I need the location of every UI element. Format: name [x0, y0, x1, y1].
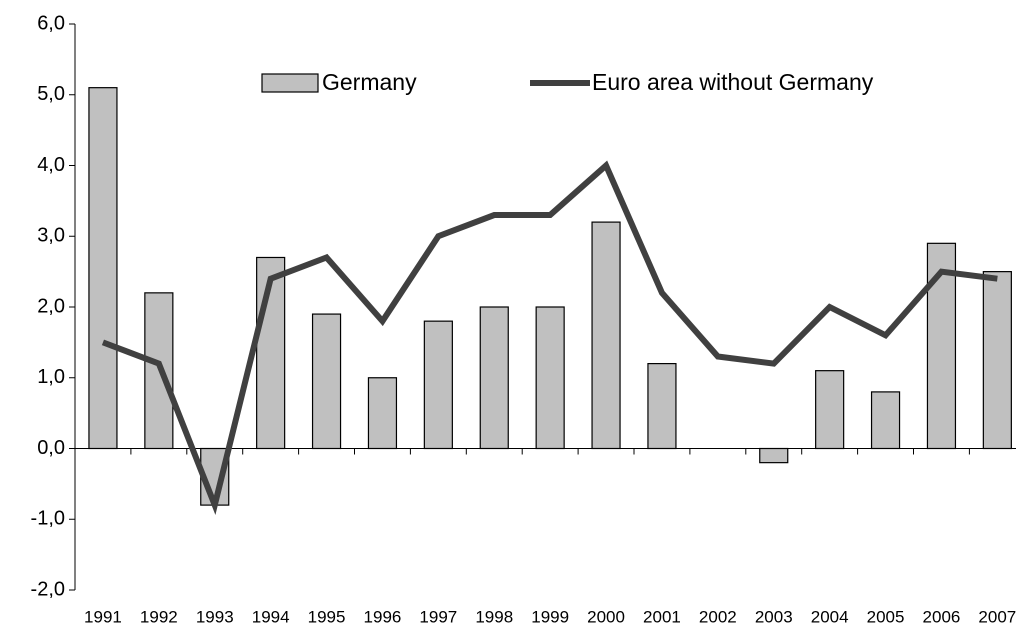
x-tick-label: 2000: [587, 607, 625, 626]
x-tick-label: 2005: [867, 607, 905, 626]
bar: [591, 221, 621, 450]
bar: [423, 320, 453, 450]
y-tick-label: 6,0: [37, 12, 65, 34]
legend-label: Euro area without Germany: [592, 69, 874, 95]
x-tick-label: 1994: [252, 607, 290, 626]
x-tick-label: 1993: [196, 607, 234, 626]
y-tick-label: -2,0: [31, 578, 65, 600]
legend-swatch: [261, 73, 319, 93]
y-tick-label: 0,0: [37, 437, 65, 459]
legend-label: Germany: [322, 69, 417, 95]
x-tick-label: 1997: [419, 607, 457, 626]
line: [101, 160, 998, 515]
bar: [88, 87, 118, 450]
x-tick-label: 2007: [978, 607, 1016, 626]
x-tick-label: 1992: [140, 607, 178, 626]
y-tick-label: -1,0: [31, 508, 65, 530]
x-tick-label: 2003: [755, 607, 793, 626]
x-tick-label: 2001: [643, 607, 681, 626]
bar: [647, 363, 677, 450]
bar: [479, 306, 509, 450]
bar: [870, 391, 901, 450]
y-tick-label: 3,0: [37, 225, 65, 247]
bar: [815, 370, 845, 450]
bar: [535, 306, 565, 450]
y-tick-label: 5,0: [37, 83, 65, 105]
bar: [926, 242, 957, 450]
x-tick-label: 1996: [364, 607, 402, 626]
x-tick-label: 1998: [475, 607, 513, 626]
x-tick-label: 1999: [531, 607, 569, 626]
bar: [367, 377, 398, 450]
x-tick-label: 2006: [923, 607, 961, 626]
x-tick-label: 2002: [699, 607, 737, 626]
bar: [759, 447, 789, 464]
x-tick-label: 2004: [811, 607, 849, 626]
x-tick-label: 1995: [308, 607, 346, 626]
y-tick-label: 4,0: [37, 154, 65, 176]
x-tick-label: 1991: [84, 607, 122, 626]
y-tick-label: 2,0: [37, 295, 65, 317]
y-tick-label: 1,0: [37, 366, 65, 388]
bar: [982, 271, 1012, 450]
bar: [311, 313, 342, 450]
